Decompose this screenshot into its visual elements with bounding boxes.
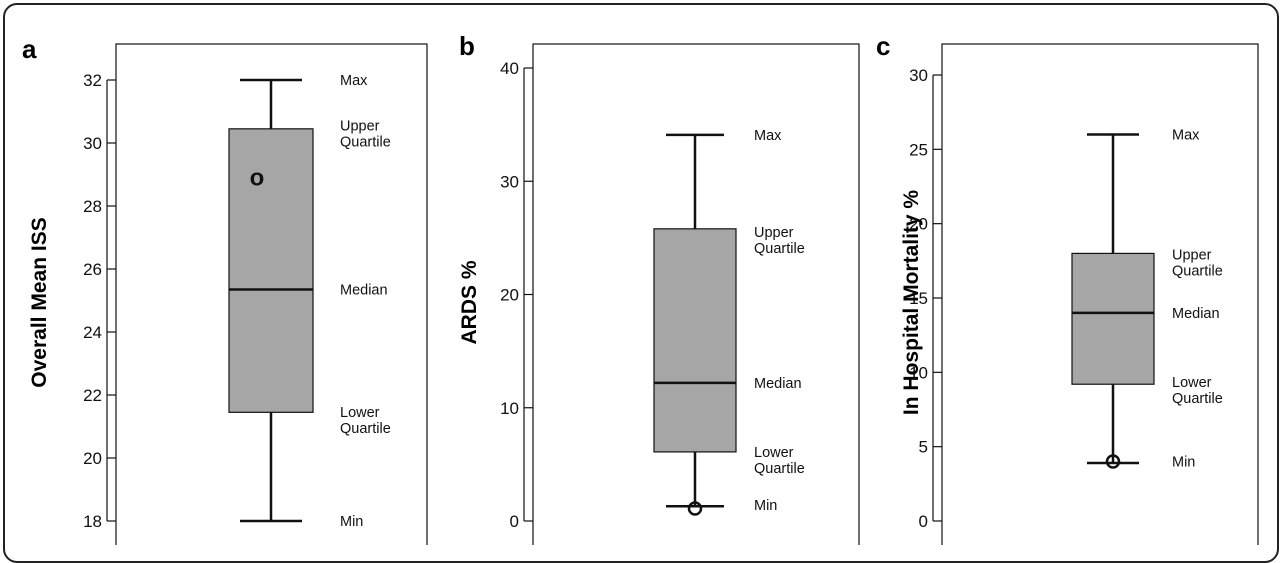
y-tick-label: 5 [919, 438, 928, 457]
annotation-upper-quartile: Upper Quartile [340, 119, 391, 151]
annotation-line: Quartile [340, 421, 391, 437]
y-axis-label: In Hospital Mortality % [900, 190, 923, 416]
annotation-median: Median [1172, 306, 1220, 322]
panel-letter: b [459, 31, 475, 61]
annotation-line: Lower [340, 405, 380, 421]
annotation-max: Max [340, 73, 368, 89]
annotation-max: Max [1172, 127, 1200, 143]
y-tick-label: 20 [500, 286, 519, 305]
panel-letter: c [876, 31, 890, 61]
annotation-min: Min [1172, 455, 1195, 471]
y-tick-label: 30 [500, 172, 519, 191]
box-plot-figure: 18 20 22 24 26 28 30 32 a Overall Mean ISS o Max Upp… [22, 31, 1259, 545]
panel-letter: a [22, 34, 37, 64]
annotation-line: Lower [754, 445, 794, 461]
iqr-box [653, 228, 737, 453]
panel-a: 18 20 22 24 26 28 30 32 a Overall Mean ISS o Max Upp… [22, 34, 428, 545]
annotation-line: Max [1172, 127, 1200, 143]
annotation-line: Quartile [340, 135, 391, 151]
y-tick-label: 26 [83, 260, 102, 279]
y-axis-label: ARDS % [458, 260, 481, 344]
y-tick-label: 28 [83, 197, 102, 216]
plot-frame [941, 43, 1259, 545]
panel-c: 0 5 10 15 20 25 30 c In Hospital Mortality % Max U… [876, 31, 1259, 545]
annotation-line: Upper [340, 119, 380, 135]
outlier-marker: o [250, 165, 265, 192]
y-tick-label: 20 [909, 215, 928, 234]
annotation-line: Quartile [1172, 263, 1223, 279]
annotation-lower-quartile: Lower Quartile [340, 405, 391, 437]
y-axis-label: Overall Mean ISS [28, 217, 51, 387]
y-tick-label: 32 [83, 71, 102, 90]
plot-frame [532, 43, 860, 545]
outlier-marker [687, 501, 703, 516]
annotation-line: Min [340, 514, 363, 530]
y-tick-label: 30 [909, 66, 928, 85]
y-tick-label: 0 [510, 512, 519, 531]
annotation-line: Median [340, 282, 388, 298]
y-tick-label: 25 [909, 140, 928, 159]
y-tick-label: 10 [500, 399, 519, 418]
annotation-lower-quartile: Lower Quartile [1172, 375, 1223, 407]
figure-frame [3, 3, 1279, 563]
annotation-median: Median [754, 376, 802, 392]
y-tick-label: 40 [500, 59, 519, 78]
annotation-line: Upper [1172, 247, 1212, 263]
annotation-upper-quartile: Upper Quartile [754, 225, 805, 257]
y-tick-label: 18 [83, 512, 102, 531]
iqr-box [228, 128, 314, 413]
plot-frame [115, 43, 428, 545]
annotation-line: Upper [754, 225, 794, 241]
y-tick-label: 30 [83, 134, 102, 153]
y-tick-label: 20 [83, 449, 102, 468]
y-tick-label: 22 [83, 386, 102, 405]
y-tick-label: 10 [909, 363, 928, 382]
annotation-line: Min [754, 498, 777, 514]
annotation-upper-quartile: Upper Quartile [1172, 247, 1223, 279]
outlier-marker [1105, 454, 1121, 469]
iqr-box [1071, 252, 1155, 385]
annotation-line: Median [754, 376, 802, 392]
annotation-line: Quartile [754, 461, 805, 477]
annotation-min: Min [754, 498, 777, 514]
y-tick-label: 24 [83, 323, 102, 342]
annotation-lower-quartile: Lower Quartile [754, 445, 805, 477]
annotation-line: Lower [1172, 375, 1212, 391]
annotation-line: Min [1172, 455, 1195, 471]
annotation-median: Median [340, 282, 388, 298]
annotation-max: Max [754, 128, 782, 144]
y-tick-label: 15 [909, 289, 928, 308]
y-tick-label: 0 [919, 512, 928, 531]
annotation-line: Max [340, 73, 368, 89]
annotation-min: Min [340, 514, 363, 530]
annotation-line: Max [754, 128, 782, 144]
annotation-line: Quartile [754, 241, 805, 257]
annotation-line: Median [1172, 306, 1220, 322]
annotation-line: Quartile [1172, 391, 1223, 407]
